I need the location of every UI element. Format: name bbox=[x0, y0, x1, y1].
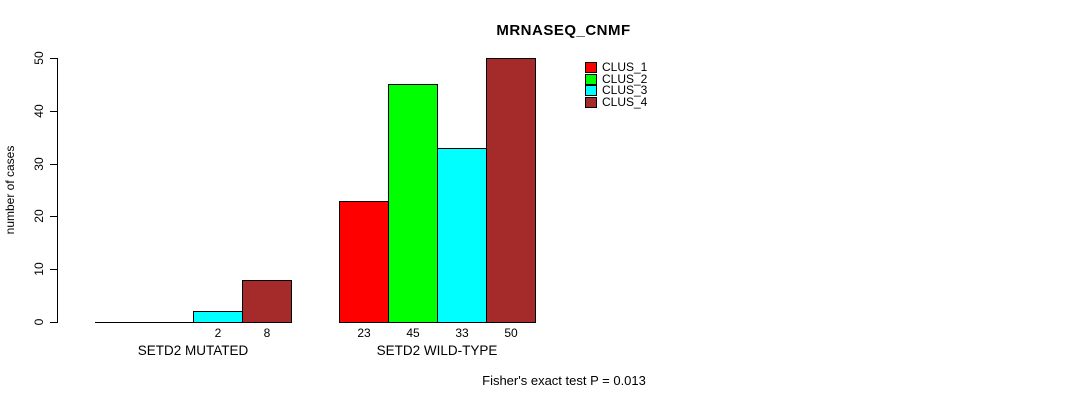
legend-label: CLUS_3 bbox=[602, 83, 648, 98]
bar-clus_2 bbox=[388, 84, 438, 323]
legend: CLUS_1 CLUS_2 CLUS_3 CLUS_4 bbox=[585, 60, 648, 110]
bar-value-label: 8 bbox=[263, 326, 271, 340]
y-tick-mark bbox=[50, 216, 57, 217]
bar-clus_4 bbox=[242, 280, 292, 323]
x-group-label: SETD2 MUTATED bbox=[137, 343, 249, 358]
y-tick-mark bbox=[50, 322, 57, 323]
bar-value-label: 2 bbox=[214, 326, 222, 340]
bar-clus_1 bbox=[339, 201, 389, 323]
legend-label: CLUS_4 bbox=[602, 95, 648, 110]
y-tick-mark bbox=[50, 111, 57, 112]
bar-clus_3 bbox=[193, 311, 243, 323]
legend-swatch bbox=[585, 62, 597, 74]
legend-swatch bbox=[585, 97, 597, 109]
y-axis-line bbox=[57, 58, 58, 323]
bar-value-label: 23 bbox=[357, 326, 371, 340]
legend-item: CLUS_1 bbox=[585, 60, 648, 75]
bar-clus_3 bbox=[437, 148, 487, 323]
y-tick-label: 0 bbox=[32, 318, 46, 326]
legend-label: CLUS_1 bbox=[602, 60, 648, 75]
y-tick-mark bbox=[50, 58, 57, 59]
stat-annotation: Fisher's exact test P = 0.013 bbox=[482, 373, 646, 388]
legend-swatch bbox=[585, 73, 597, 85]
bar-value-label: 45 bbox=[406, 326, 420, 340]
y-tick-label: 50 bbox=[32, 51, 46, 65]
legend-item: CLUS_4 bbox=[585, 95, 648, 110]
legend-label: CLUS_2 bbox=[602, 71, 648, 86]
bar-clus_4 bbox=[486, 58, 536, 323]
legend-swatch bbox=[585, 85, 597, 97]
legend-item: CLUS_2 bbox=[585, 71, 648, 86]
y-tick-mark bbox=[50, 269, 57, 270]
y-tick-label: 30 bbox=[32, 157, 46, 171]
y-axis-label: number of cases bbox=[3, 145, 17, 235]
chart-title: MRNASEQ_CNMF bbox=[496, 22, 631, 39]
bar-value-label: 33 bbox=[455, 326, 469, 340]
bar-value-label: 50 bbox=[504, 326, 518, 340]
x-group-label: SETD2 WILD-TYPE bbox=[376, 343, 498, 358]
y-tick-label: 40 bbox=[32, 104, 46, 118]
y-tick-mark bbox=[50, 164, 57, 165]
y-tick-label: 10 bbox=[32, 262, 46, 276]
legend-item: CLUS_3 bbox=[585, 83, 648, 98]
y-tick-label: 20 bbox=[32, 209, 46, 223]
